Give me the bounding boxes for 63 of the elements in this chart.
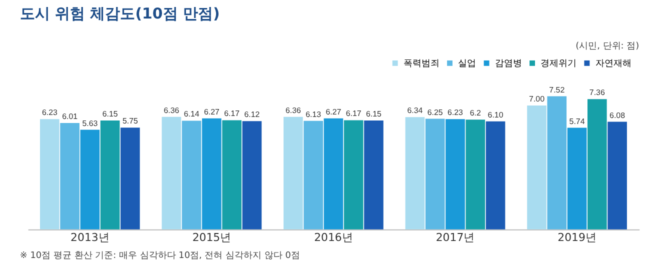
legend-label: 자연재해: [595, 59, 632, 70]
bar: [284, 116, 303, 230]
data-label: 6.14: [184, 110, 200, 119]
data-label: 6.36: [285, 106, 302, 115]
data-label: 6.15: [366, 110, 382, 119]
data-label: 6.15: [102, 110, 118, 119]
x-tick-label: 2015년: [192, 230, 232, 244]
bar: [242, 121, 262, 230]
bar: [60, 123, 80, 230]
bar: [608, 122, 627, 230]
data-label: 7.00: [529, 94, 546, 104]
data-label: 5.74: [569, 116, 586, 126]
data-label: 6.17: [224, 109, 240, 118]
bar: [222, 120, 242, 230]
bar: [344, 120, 364, 230]
chart-title: 도시 위험 체감도(10점 만점): [20, 4, 220, 23]
bar: [304, 120, 324, 230]
bar: [182, 120, 202, 230]
x-tick-label: 2013년: [70, 230, 110, 244]
bar: [364, 120, 384, 230]
bar: [162, 116, 182, 230]
bar: [425, 118, 445, 230]
bar: [100, 120, 120, 230]
data-label: 6.13: [306, 110, 322, 119]
data-label: 7.52: [549, 85, 566, 94]
data-label: 6.2: [470, 108, 482, 118]
data-label: 6.34: [407, 106, 424, 116]
bar: [80, 130, 100, 230]
data-label: 6.01: [62, 112, 78, 122]
data-label: 6.23: [42, 108, 58, 118]
bar: [202, 118, 222, 230]
data-label: 6.27: [326, 107, 342, 116]
data-label: 6.10: [488, 110, 504, 120]
bar: [324, 118, 344, 230]
chart-subtitle: (시민, 단위: 점): [576, 42, 640, 52]
data-label: 6.23: [448, 108, 464, 118]
data-label: 6.12: [244, 110, 260, 120]
data-label: 6.36: [164, 106, 180, 115]
text: ※ 10점 평균 환산 기준: 매우 심각하다 10점, 전혀 심각하지 않다 0점: [20, 251, 300, 261]
bar: [486, 121, 506, 230]
legend-label: 감염병: [494, 59, 522, 70]
data-label: 5.75: [122, 116, 139, 126]
legend-label: 폭력범죄: [404, 59, 440, 70]
bar: [40, 119, 60, 230]
legend-label: 경제위기: [540, 59, 577, 70]
bar: [547, 96, 567, 230]
data-label: 6.17: [346, 109, 362, 118]
x-tick-label: 2019년: [558, 230, 596, 244]
data-label: 6.08: [610, 110, 626, 120]
bar: [587, 99, 607, 230]
legend-label: 실업: [458, 59, 476, 70]
data-label: 6.25: [427, 108, 444, 117]
bar: [405, 117, 425, 230]
bar: [466, 120, 486, 230]
x-tick-label: 2017년: [436, 230, 475, 244]
bar: [446, 119, 465, 230]
data-label: 5.63: [82, 118, 98, 128]
bar: [567, 128, 587, 230]
data-label: 6.27: [204, 107, 220, 116]
data-label: 7.36: [589, 88, 606, 98]
bar: [120, 128, 140, 230]
bar: [527, 105, 546, 230]
x-tick-label: 2016년: [314, 230, 353, 244]
